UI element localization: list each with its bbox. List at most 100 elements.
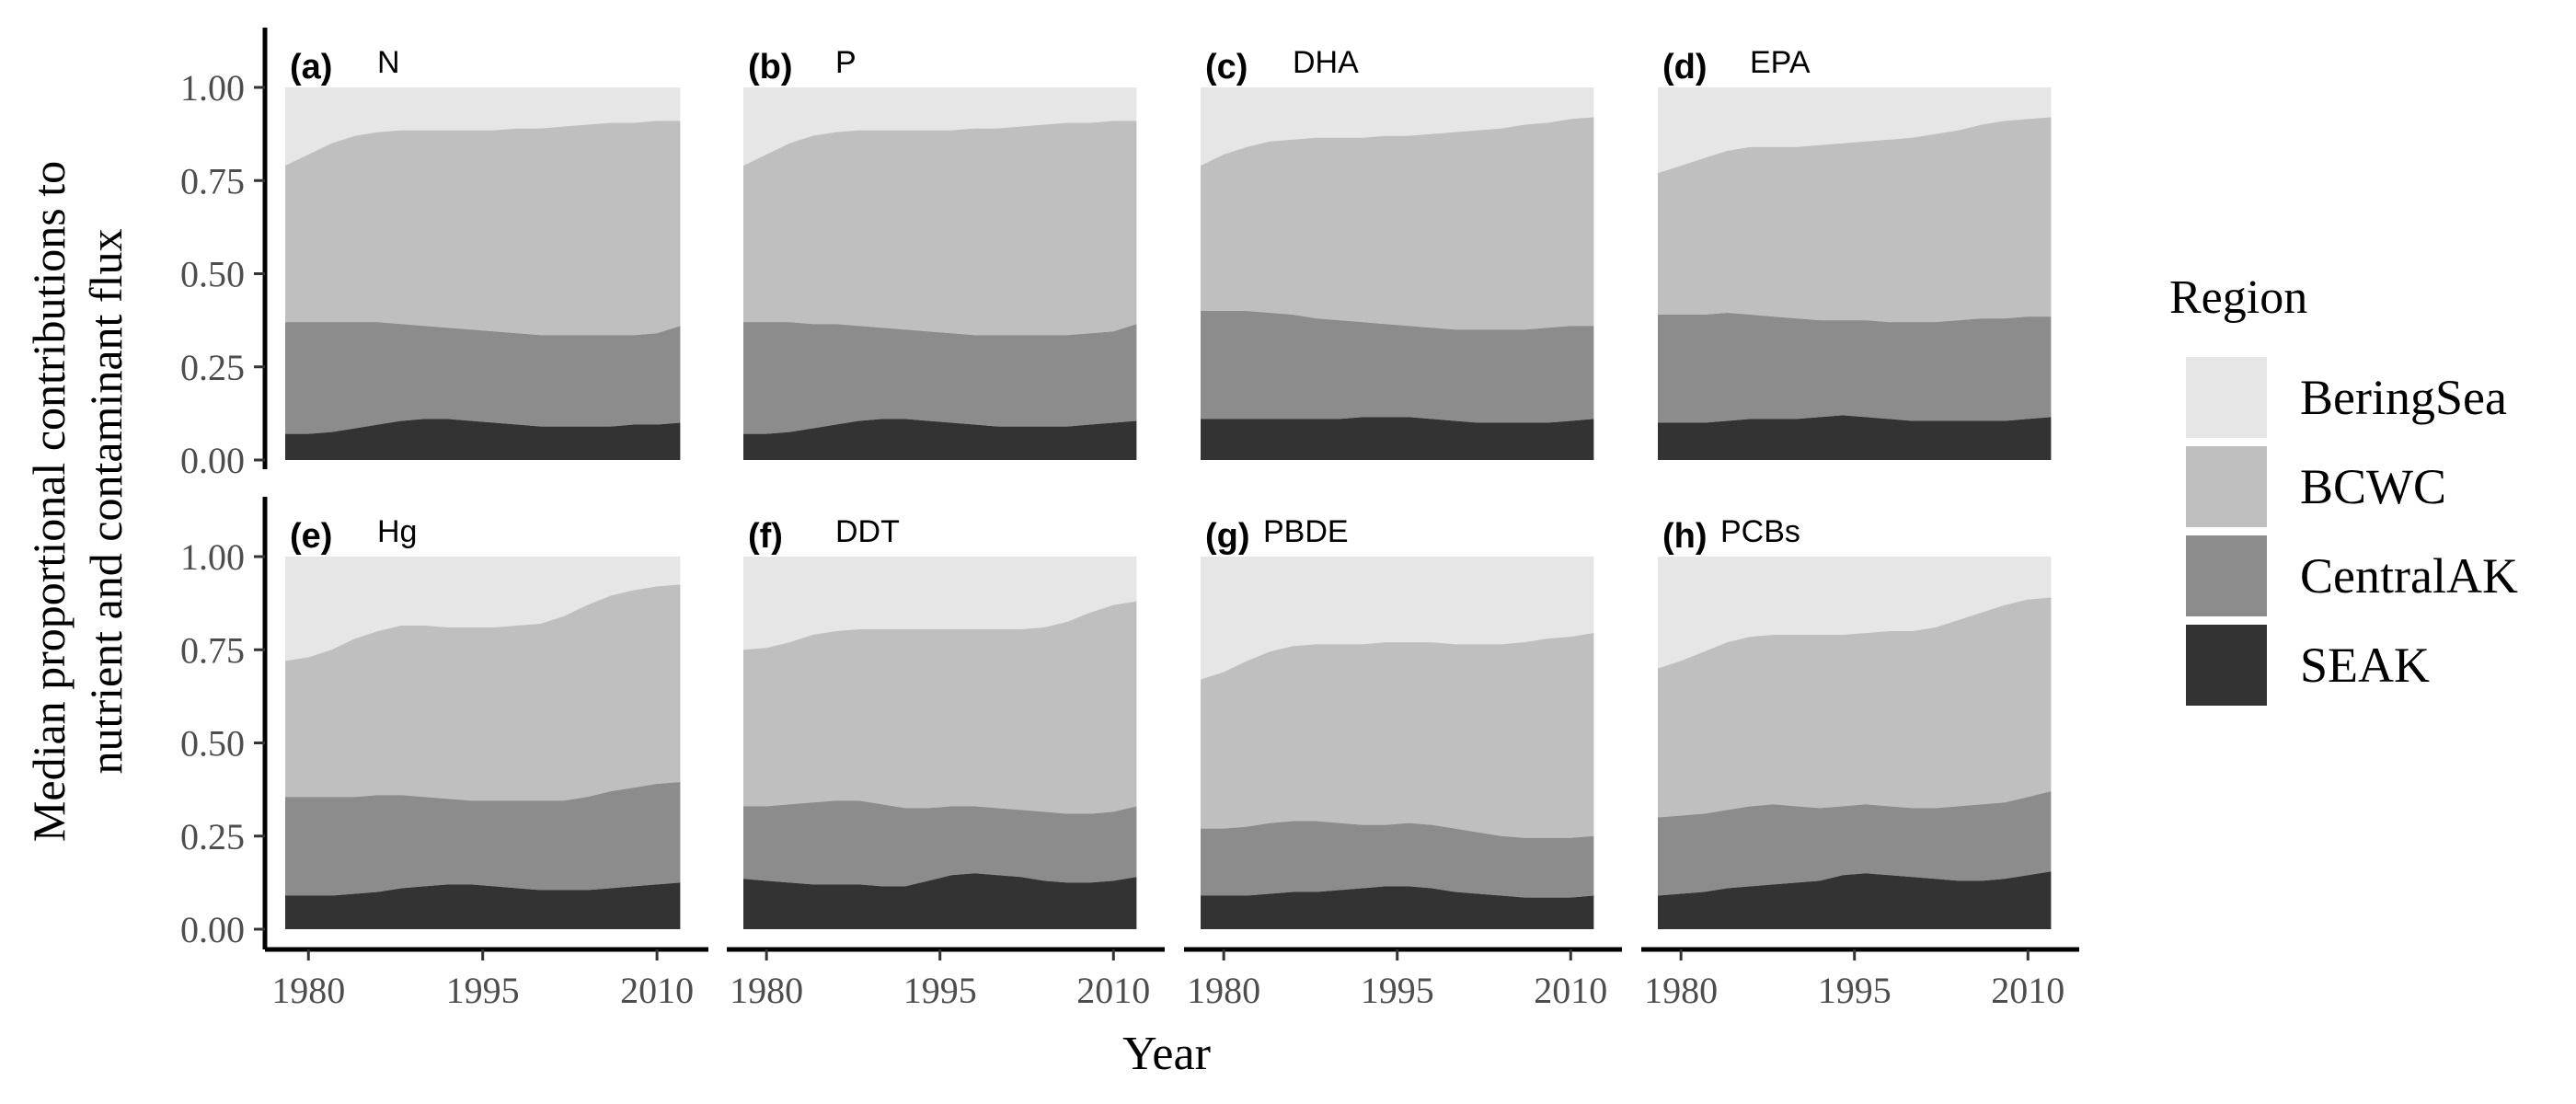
area-seak-pcbs (1658, 871, 2052, 929)
area-centralak-pbde (1201, 821, 1594, 898)
x-tick-label: 1995 (903, 970, 977, 1011)
panel-tag-ddt: (f) (748, 517, 783, 556)
panel-tag-epa: (d) (1662, 48, 1708, 86)
x-tick-label: 1980 (1644, 970, 1718, 1011)
legend-swatch-bcwc (2186, 446, 2267, 527)
x-tick-label: 2010 (1534, 970, 1607, 1011)
panel-dha: (c) DHA (1201, 45, 1594, 460)
panel-title-epa: EPA (1750, 45, 1811, 80)
area-seak-epa (1658, 415, 2052, 460)
y-tick-label: 0.25 (180, 816, 245, 857)
legend-item-bcwc: BCWC (2186, 446, 2446, 527)
area-seak-pbde (1201, 886, 1594, 929)
panel-tag-p: (b) (748, 48, 793, 86)
legend-title: Region (2169, 271, 2307, 324)
y-tick-label: 0.75 (180, 160, 245, 201)
y-tick-label: 1.00 (180, 67, 245, 109)
area-bcwc-epa (1658, 117, 2052, 323)
x-tick-label: 1995 (1818, 970, 1892, 1011)
area-seak-n (285, 419, 681, 460)
legend-swatch-seak (2186, 625, 2267, 706)
panel-hg: (e) Hg (285, 514, 681, 929)
legend-item-centralak: CentralAK (2186, 535, 2518, 616)
legend-label-centralak: CentralAK (2300, 548, 2518, 604)
y-tick-label: 0.25 (180, 347, 245, 388)
panel-tag-n: (a) (290, 48, 332, 86)
y-axis-title-line-1: Median proportional contributions to (23, 161, 75, 842)
panel-tag-pcbs: (h) (1662, 517, 1708, 556)
area-seak-ddt (743, 873, 1137, 929)
y-axis-row-2: 0.00 0.25 0.50 0.75 1.00 (180, 497, 268, 950)
legend-swatch-centralak (2186, 535, 2267, 616)
area-centralak-hg (285, 782, 681, 896)
y-axis-title: Median proportional contributions to nut… (23, 161, 132, 842)
area-centralak-dha (1201, 311, 1594, 423)
panel-tag-hg: (e) (290, 517, 332, 556)
area-centralak-pcbs (1658, 791, 2052, 896)
legend-label-bcwc: BCWC (2300, 459, 2446, 514)
x-tick-label: 2010 (620, 970, 694, 1011)
panel-ddt: (f) DDT (743, 514, 1137, 929)
area-beringsea-ddt (743, 557, 1137, 650)
x-tick-label: 1995 (446, 970, 520, 1011)
y-axis-title-line-2: nutrient and contaminant flux (80, 229, 132, 775)
y-tick-label: 0.50 (180, 254, 245, 295)
panel-title-pbde: PBDE (1263, 514, 1349, 549)
legend: Region BeringSea BCWC CentralAK SEAK (2169, 271, 2518, 706)
area-bcwc-hg (285, 584, 681, 801)
legend-label-seak: SEAK (2300, 638, 2430, 693)
area-seak-dha (1201, 417, 1594, 460)
area-centralak-ddt (743, 800, 1137, 887)
panel-tag-pbde: (g) (1205, 517, 1250, 556)
area-bcwc-pcbs (1658, 597, 2052, 818)
axes: 0.00 0.25 0.50 0.75 1.00 0.00 0.25 0.50 0.75 1.00… (180, 28, 2079, 1011)
y-tick-label: 1.00 (180, 536, 245, 578)
area-seak-p (743, 419, 1137, 460)
y-tick-label: 0.00 (180, 909, 245, 950)
panel-title-hg: Hg (377, 514, 417, 549)
area-beringsea-n (285, 87, 681, 167)
area-bcwc-dha (1201, 117, 1594, 330)
panel-p: (b) P (743, 45, 1137, 460)
x-axis-col-2: 1980 1995 2010 (727, 947, 1165, 1011)
panel-epa: (d) EPA (1658, 45, 2052, 460)
area-beringsea-p (743, 87, 1137, 167)
area-beringsea-pbde (1201, 557, 1594, 680)
legend-label-beringsea: BeringSea (2300, 370, 2507, 425)
area-beringsea-epa (1658, 87, 2052, 174)
x-tick-label: 2010 (1076, 970, 1150, 1011)
x-axis-col-3: 1980 1995 2010 (1184, 947, 1622, 1011)
panel-title-pcbs: PCBs (1720, 514, 1800, 549)
panel-pcbs: (h) PCBs (1658, 514, 2052, 929)
x-tick-label: 1980 (1187, 970, 1260, 1011)
y-tick-label: 0.00 (180, 440, 245, 481)
y-axis-row-1: 0.00 0.25 0.50 0.75 1.00 (180, 28, 268, 481)
area-centralak-epa (1658, 313, 2052, 423)
area-bcwc-p (743, 121, 1137, 336)
y-tick-label: 0.50 (180, 723, 245, 765)
panel-n: (a) N (285, 45, 681, 460)
panel-title-p: P (835, 45, 857, 80)
panel-tag-dha: (c) (1205, 48, 1248, 86)
x-tick-label: 1995 (1361, 970, 1434, 1011)
area-beringsea-hg (285, 557, 681, 661)
area-beringsea-dha (1201, 87, 1594, 167)
facet-panels: (a) N (b) P (c) DHA (d) EPA (e) Hg (f) DDT (g) PBDE (h… (285, 45, 2052, 929)
y-tick-label: 0.75 (180, 629, 245, 671)
area-beringsea-pcbs (1658, 557, 2052, 669)
x-axis-col-1: 1980 1995 2010 (265, 947, 708, 1011)
area-bcwc-ddt (743, 601, 1137, 814)
x-tick-label: 1980 (271, 970, 345, 1011)
x-tick-label: 1980 (730, 970, 803, 1011)
panel-pbde: (g) PBDE (1201, 514, 1594, 929)
legend-swatch-beringsea (2186, 357, 2267, 438)
area-bcwc-n (285, 121, 681, 336)
x-tick-label: 2010 (1991, 970, 2064, 1011)
legend-item-seak: SEAK (2186, 625, 2430, 706)
panel-title-dha: DHA (1293, 45, 1359, 80)
x-axis-title: Year (1122, 1028, 1211, 1080)
area-seak-hg (285, 882, 681, 929)
area-centralak-p (743, 322, 1137, 434)
x-axis-col-4: 1980 1995 2010 (1641, 947, 2079, 1011)
